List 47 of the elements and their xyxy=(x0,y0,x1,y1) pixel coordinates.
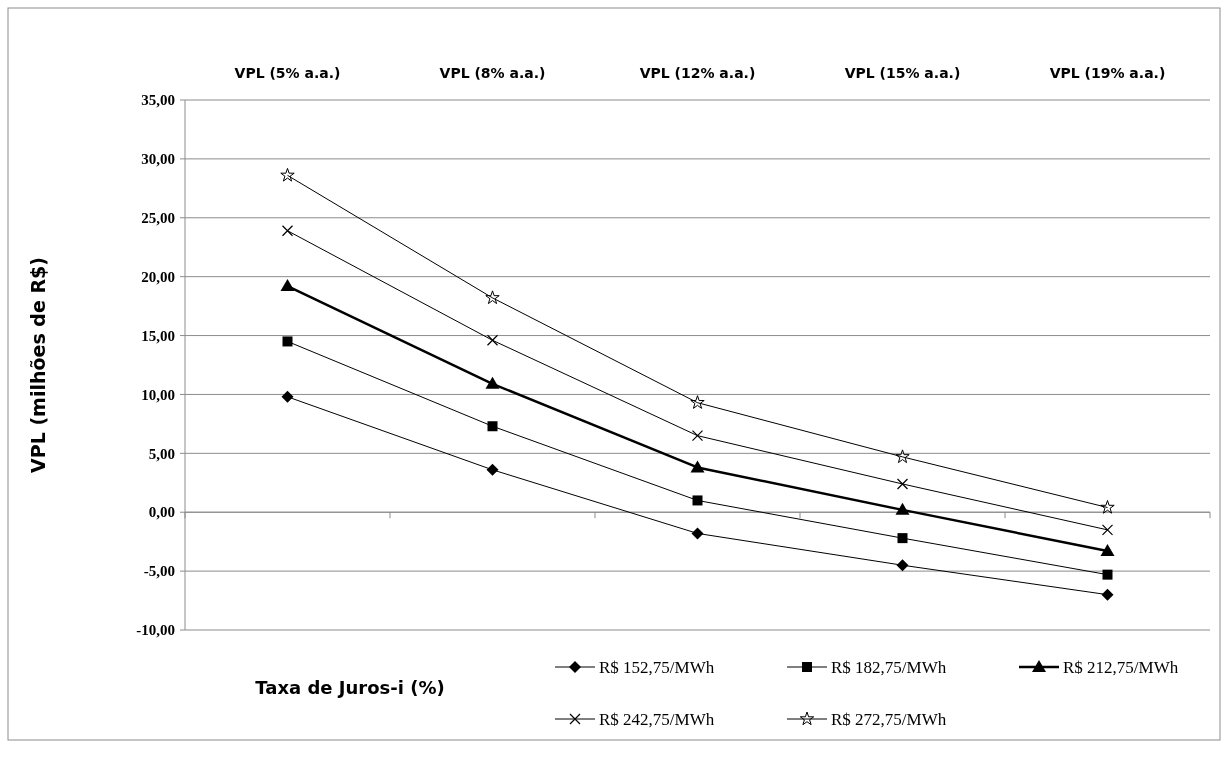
point xyxy=(280,279,295,292)
legend-label: R$ 182,75/MWh xyxy=(831,657,947,677)
y-tick-label: 30,00 xyxy=(141,151,175,168)
point xyxy=(1101,524,1114,536)
y-tick-label: 5,00 xyxy=(148,445,175,462)
point xyxy=(896,478,909,490)
point xyxy=(485,290,500,305)
y-tick-label: 0,00 xyxy=(148,504,175,521)
x-tick-label: VPL (5% a.a.) xyxy=(234,65,341,81)
point xyxy=(1100,500,1115,514)
y-tick-label: -5,00 xyxy=(143,563,175,580)
point xyxy=(896,559,909,572)
point xyxy=(690,395,705,409)
y-tick-label: 20,00 xyxy=(141,268,175,285)
point xyxy=(691,430,704,442)
point xyxy=(691,527,704,540)
y-tick-label: 35,00 xyxy=(141,92,175,109)
y-tick-label: 15,00 xyxy=(141,327,175,344)
point xyxy=(895,502,910,515)
point xyxy=(1101,588,1114,601)
x-tick-label: VPL (15% a.a.) xyxy=(844,65,961,81)
point xyxy=(282,336,293,347)
legend-label: R$ 152,75/MWh xyxy=(599,657,715,677)
point xyxy=(485,376,500,389)
y-tick-label: -10,00 xyxy=(136,622,175,639)
legend-label: R$ 272,75/MWh xyxy=(831,709,947,729)
x-tick-label: VPL (8% a.a.) xyxy=(439,65,546,81)
point xyxy=(280,167,295,182)
legend-label: R$ 242,75/MWh xyxy=(599,709,715,729)
point xyxy=(690,460,705,473)
point xyxy=(895,449,910,464)
x-axis-title: Taxa de Juros-i (%) xyxy=(255,677,445,698)
point xyxy=(281,390,294,403)
point xyxy=(486,334,499,346)
point xyxy=(486,463,499,476)
point xyxy=(487,421,498,432)
x-tick-label: VPL (12% a.a.) xyxy=(639,65,756,81)
point xyxy=(1100,544,1115,557)
x-tick-label: VPL (19% a.a.) xyxy=(1049,65,1166,81)
point xyxy=(1102,569,1113,580)
point xyxy=(897,533,908,544)
legend-label: R$ 212,75/MWh xyxy=(1063,657,1179,677)
y-axis-title: VPL (milhões de R$) xyxy=(27,257,49,473)
point xyxy=(692,495,703,506)
y-tick-label: 25,00 xyxy=(141,210,175,227)
point xyxy=(281,225,294,237)
y-tick-label: 10,00 xyxy=(141,386,175,403)
